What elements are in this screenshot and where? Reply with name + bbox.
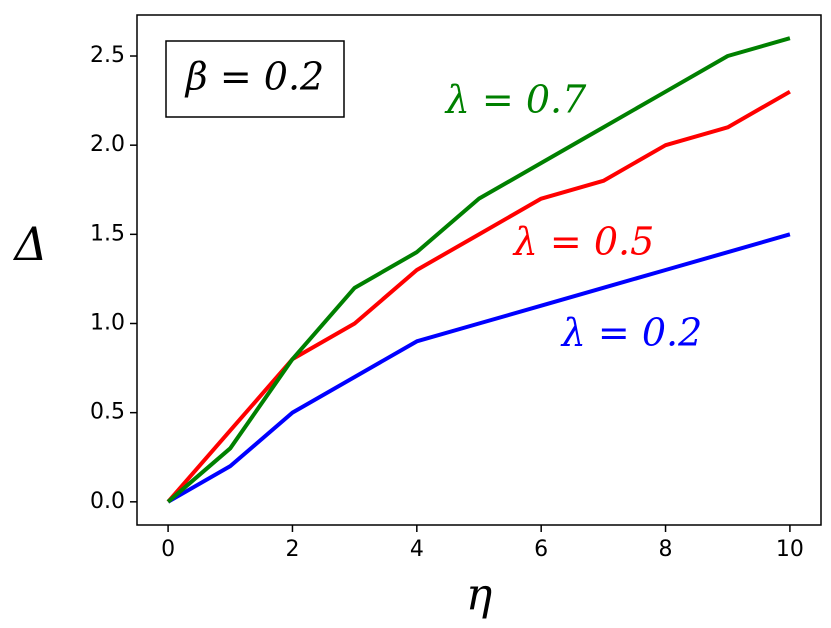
series-label: λ = 0.2 [560,311,703,355]
series-label: λ = 0.5 [512,220,655,264]
y-axis-label: Δ [12,217,47,271]
x-tick-label: 4 [410,537,424,562]
y-tick-label: 1.0 [90,310,125,335]
x-tick-label: 2 [285,537,299,562]
x-tick-label: 0 [161,537,175,562]
y-tick-label: 1.5 [90,221,125,246]
y-tick-label: 0.5 [90,400,125,425]
line-series [166,89,791,504]
annotation: β = 0.2 [184,55,324,99]
annotation-box [165,40,345,118]
x-axis-label: η [466,570,492,621]
x-tick-label: 10 [776,537,804,562]
y-tick-label: 2.5 [90,43,125,68]
x-tick-label: 8 [659,537,673,562]
plot-frame [136,14,822,526]
line-series [166,36,791,504]
line-series [167,232,791,504]
x-tick-label: 6 [534,537,548,562]
y-tick-label: 0.0 [90,489,125,514]
series-label: λ = 0.7 [444,78,587,122]
y-tick-label: 2.0 [90,132,125,157]
